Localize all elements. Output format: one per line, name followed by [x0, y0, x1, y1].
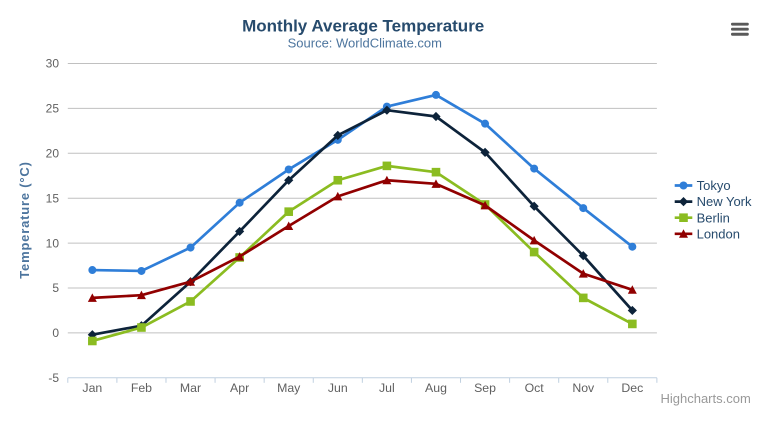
svg-text:5: 5 [52, 281, 59, 295]
svg-text:Nov: Nov [572, 381, 595, 395]
svg-text:Berlin: Berlin [697, 210, 730, 225]
svg-text:Apr: Apr [230, 381, 249, 395]
svg-text:15: 15 [46, 191, 60, 205]
svg-text:Aug: Aug [425, 381, 447, 395]
svg-text:Source: WorldClimate.com: Source: WorldClimate.com [288, 36, 442, 51]
svg-text:Jul: Jul [379, 381, 395, 395]
svg-text:Highcharts.com: Highcharts.com [660, 391, 750, 406]
svg-text:25: 25 [46, 102, 60, 116]
svg-text:Temperature (°C): Temperature (°C) [17, 161, 32, 278]
svg-text:Monthly Average Temperature: Monthly Average Temperature [242, 16, 484, 35]
svg-text:Jun: Jun [328, 381, 348, 395]
svg-text:Feb: Feb [131, 381, 152, 395]
svg-text:10: 10 [46, 236, 60, 250]
svg-text:30: 30 [46, 57, 60, 71]
svg-text:0: 0 [52, 326, 59, 340]
svg-text:May: May [277, 381, 301, 395]
svg-text:Sep: Sep [474, 381, 496, 395]
svg-text:Dec: Dec [621, 381, 643, 395]
svg-text:20: 20 [46, 147, 60, 161]
svg-text:Tokyo: Tokyo [697, 178, 731, 193]
svg-text:Jan: Jan [82, 381, 102, 395]
svg-text:New York: New York [697, 194, 752, 209]
svg-text:-5: -5 [48, 371, 59, 385]
svg-text:Oct: Oct [525, 381, 545, 395]
svg-text:Mar: Mar [180, 381, 201, 395]
svg-text:London: London [697, 226, 740, 241]
